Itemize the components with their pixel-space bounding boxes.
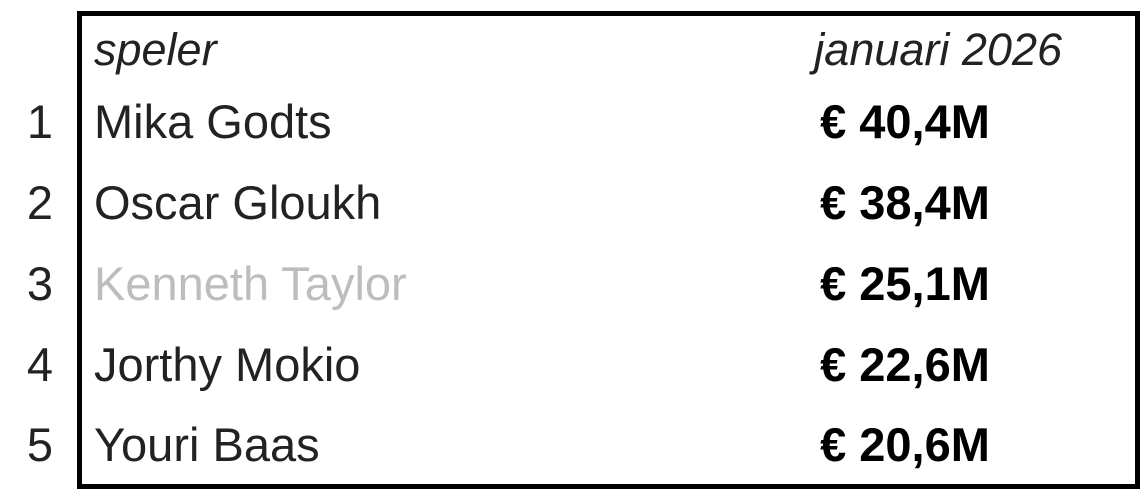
table-border bbox=[77, 11, 1140, 489]
rank: 2 bbox=[26, 176, 54, 229]
market-value: € 25,1M bbox=[820, 257, 990, 310]
table-row: 5 Youri Baas € 20,6M bbox=[0, 405, 1146, 485]
player-name: Oscar Gloukh bbox=[94, 176, 382, 229]
player-name: Youri Baas bbox=[94, 418, 320, 471]
player-column-header: speler bbox=[94, 24, 217, 75]
rank: 5 bbox=[26, 418, 54, 471]
player-name: Mika Godts bbox=[94, 95, 332, 148]
market-value: € 40,4M bbox=[820, 95, 990, 148]
date-column-header: januari 2026 bbox=[814, 24, 1062, 75]
table-row: 1 Mika Godts € 40,4M bbox=[0, 82, 1146, 162]
header-row: speler januari 2026 bbox=[0, 10, 1146, 90]
player-name: Kenneth Taylor bbox=[94, 257, 407, 310]
rank: 4 bbox=[26, 338, 54, 391]
rank: 3 bbox=[26, 257, 54, 310]
table-row: 2 Oscar Gloukh € 38,4M bbox=[0, 163, 1146, 243]
rank: 1 bbox=[26, 95, 54, 148]
market-value: € 22,6M bbox=[820, 338, 990, 391]
market-value: € 20,6M bbox=[820, 418, 990, 471]
table-row: 3 Kenneth Taylor € 25,1M bbox=[0, 244, 1146, 324]
market-value: € 38,4M bbox=[820, 176, 990, 229]
player-name: Jorthy Mokio bbox=[94, 338, 361, 391]
table-row: 4 Jorthy Mokio € 22,6M bbox=[0, 325, 1146, 405]
